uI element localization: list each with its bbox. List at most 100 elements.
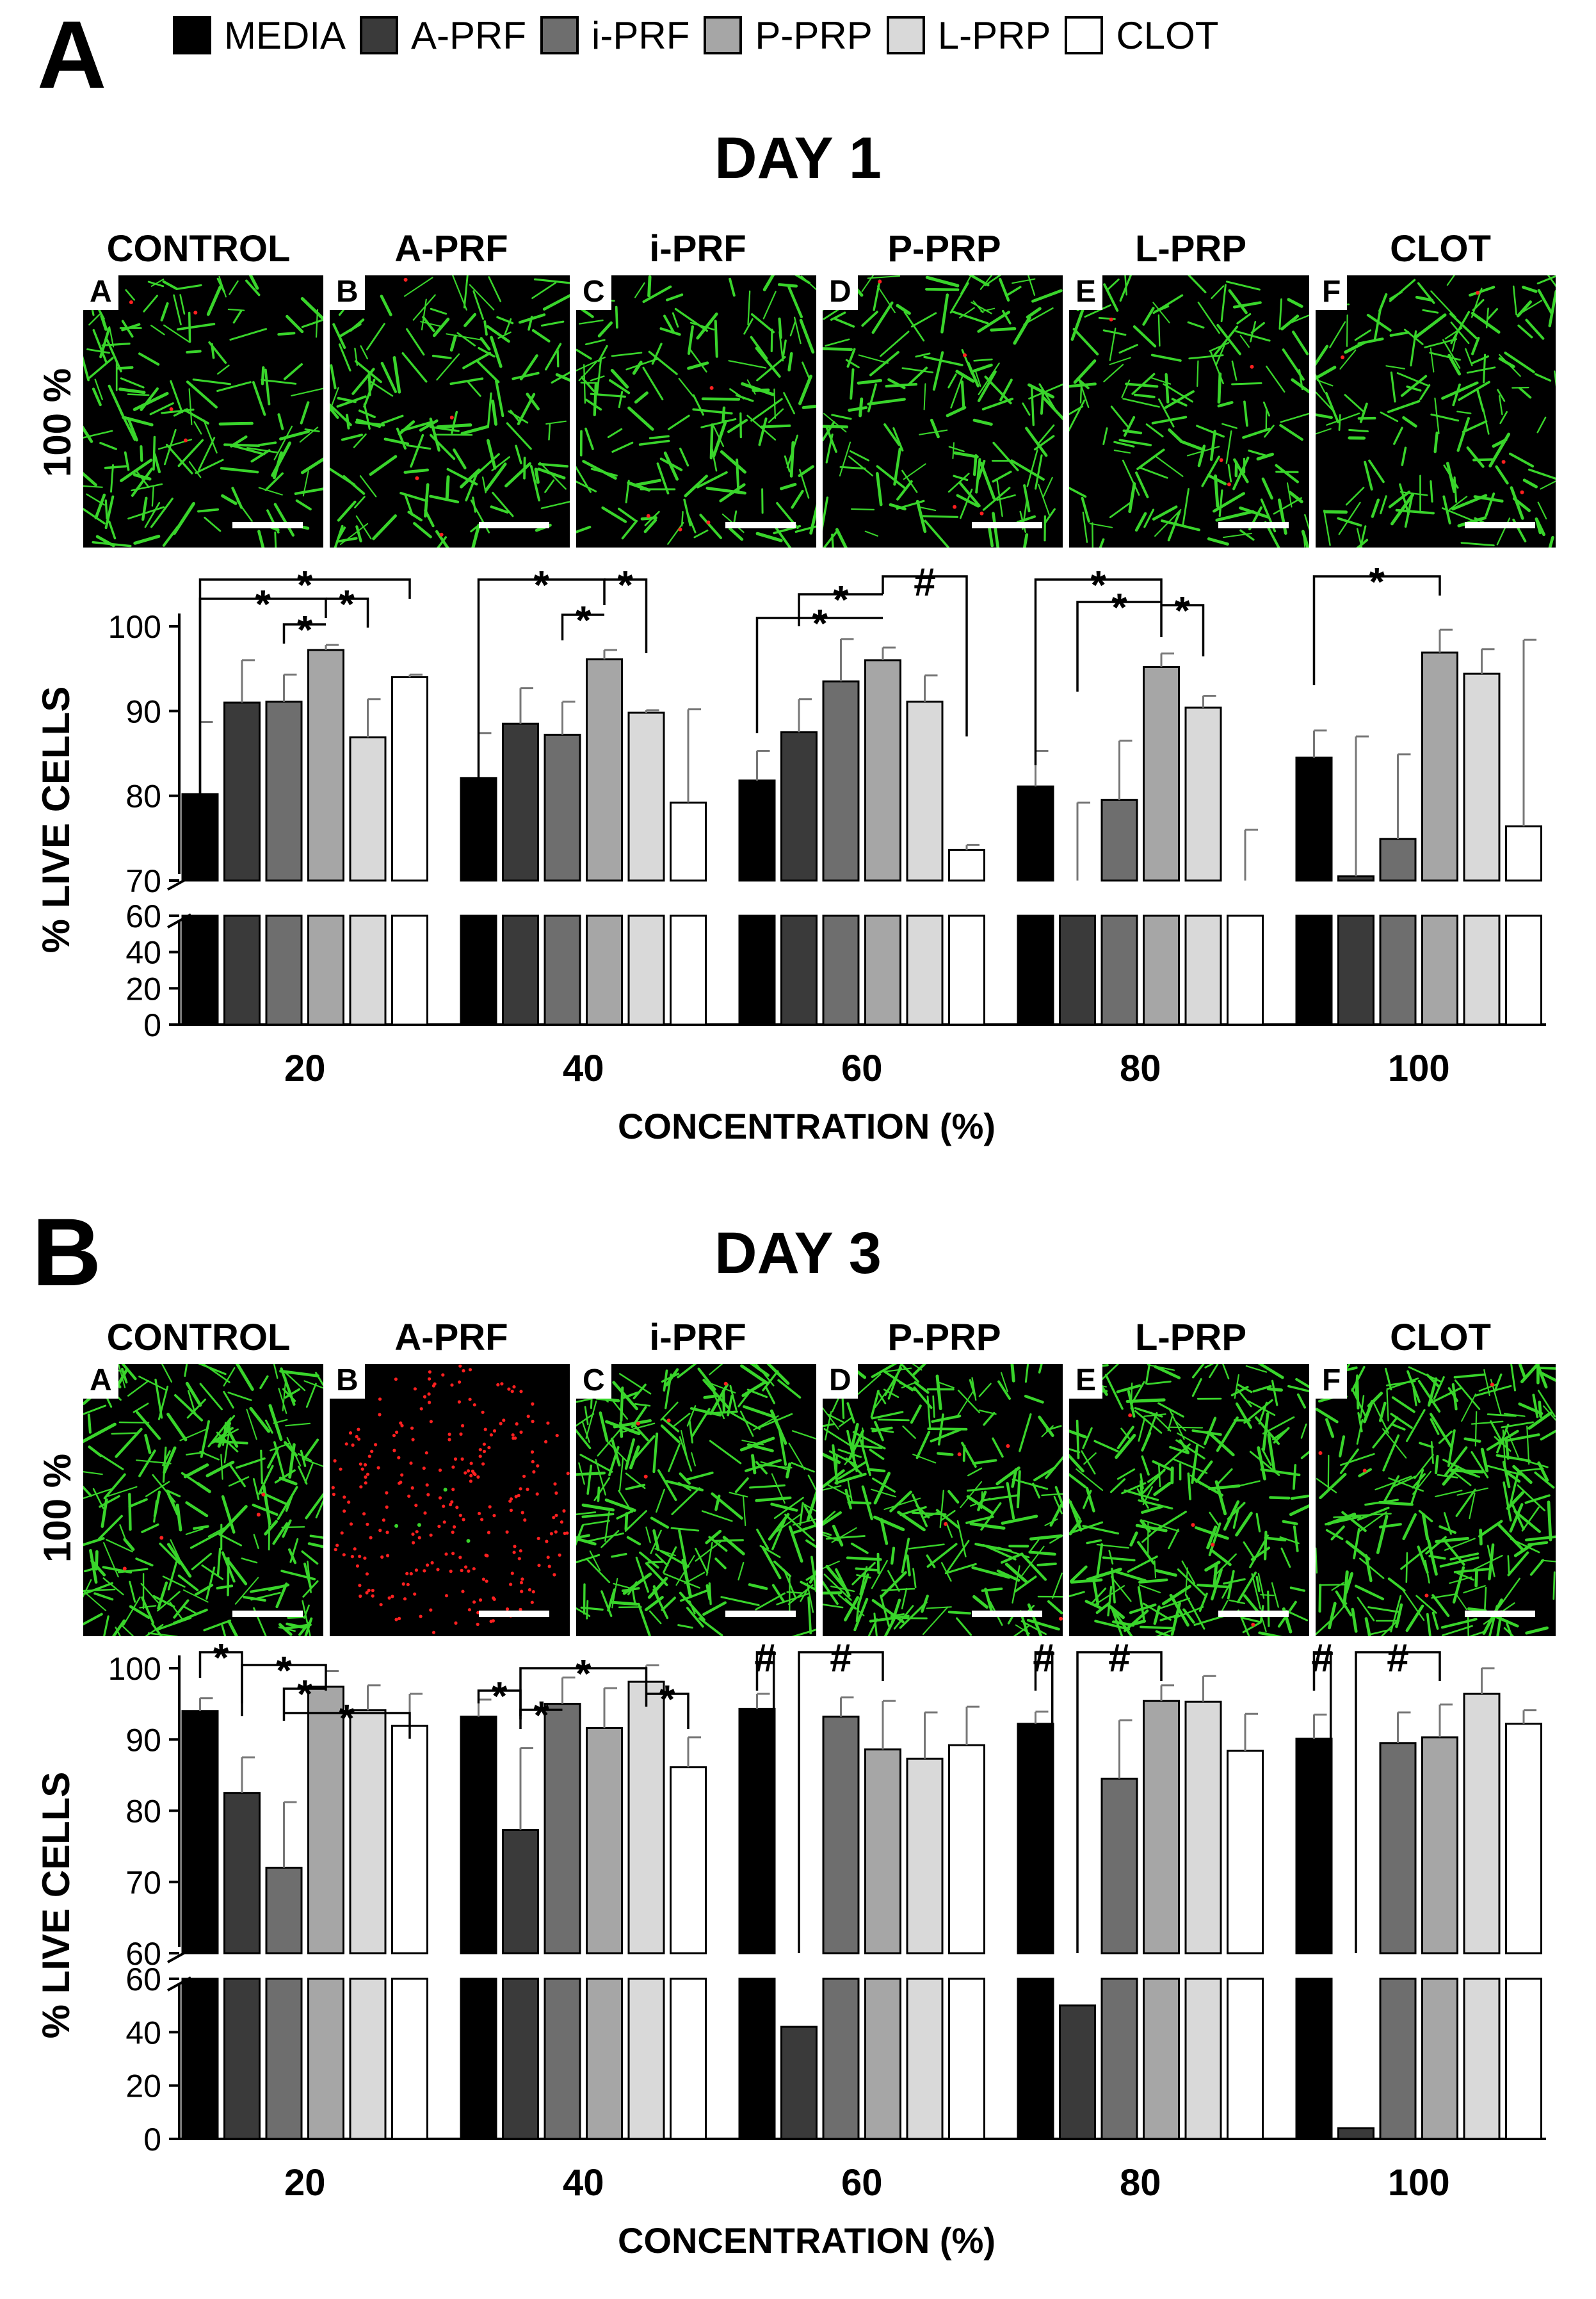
significance-bracket xyxy=(241,1664,327,1716)
bar-clot-100-upper xyxy=(1505,1723,1542,1954)
bar-clot-100-lower xyxy=(1505,1978,1542,2140)
significance-bracket xyxy=(561,613,604,640)
bar-p-prp-80-upper xyxy=(1143,1700,1180,1954)
significance-bracket xyxy=(1034,1651,1054,1947)
bar-i-prf-60-upper xyxy=(822,1716,860,1954)
bar-a-prf-20-upper xyxy=(223,701,261,882)
bar-media-100-lower xyxy=(1295,914,1333,1026)
bar-a-prf-80-lower xyxy=(1059,2004,1096,2140)
bar-i-prf-60-lower xyxy=(822,914,860,1026)
y-tick-label: 70 xyxy=(125,1865,161,1901)
bar-clot-40-lower xyxy=(670,1978,707,2140)
significance-mark: * xyxy=(297,608,313,653)
bar-i-prf-60-upper xyxy=(822,680,860,882)
legend: MEDIA A-PRF i-PRF P-PRP L-PRP CLOT xyxy=(173,6,1232,64)
bar-i-prf-40-upper xyxy=(544,1703,581,1954)
significance-mark: # xyxy=(830,1636,851,1680)
significance-bracket xyxy=(519,1667,648,1719)
scale-bar xyxy=(479,1611,549,1617)
y-tick-label: 90 xyxy=(125,1722,161,1758)
micrograph-p-prp: D xyxy=(823,1364,1063,1636)
column-title: CONTROL xyxy=(106,228,291,270)
significance-mark: * xyxy=(297,1673,313,1717)
bar-l-prp-40-upper xyxy=(627,1680,665,1954)
panel-label-b: B xyxy=(32,1198,102,1306)
legend-swatch xyxy=(886,16,925,54)
significance-bracket xyxy=(1161,604,1205,656)
bar-clot-80-lower xyxy=(1227,914,1264,1026)
significance-bracket xyxy=(198,597,327,829)
y-tick-label: 0 xyxy=(143,1007,161,1043)
micrograph-control: A xyxy=(83,275,323,548)
bar-l-prp-100-lower xyxy=(1463,1978,1501,2140)
legend-swatch xyxy=(540,16,579,54)
y-tick-label: 20 xyxy=(125,971,161,1007)
x-tick-label: 40 xyxy=(563,2162,604,2204)
y-tick-label: 20 xyxy=(125,2068,161,2104)
bar-clot-20-lower xyxy=(391,1978,428,2140)
bar-p-prp-100-lower xyxy=(1421,914,1458,1026)
bar-p-prp-40-upper xyxy=(586,658,623,882)
bar-clot-80-lower xyxy=(1227,1978,1264,2140)
scale-bar xyxy=(1465,522,1535,528)
legend-item-l-prp: L-PRP xyxy=(886,13,1051,58)
bar-media-100-upper xyxy=(1295,756,1333,882)
significance-mark: * xyxy=(576,599,592,643)
bar-media-60-lower xyxy=(738,914,776,1026)
significance-mark: * xyxy=(833,578,849,622)
legend-label: i-PRF xyxy=(592,13,690,57)
bar-l-prp-100-lower xyxy=(1463,914,1501,1026)
x-tick-label: 80 xyxy=(1120,1048,1161,1089)
significance-mark: * xyxy=(1369,560,1385,605)
y-tick-label: 60 xyxy=(125,1936,161,1972)
significance-bracket xyxy=(1312,575,1441,685)
significance-bracket xyxy=(326,597,369,628)
panel-label-a: A xyxy=(37,1,107,108)
legend-swatch xyxy=(1065,16,1104,54)
bar-l-prp-80-lower xyxy=(1184,914,1222,1026)
bar-a-prf-20-lower xyxy=(223,914,261,1026)
column-title: P-PRP xyxy=(887,228,1001,270)
legend-item-i-prf: i-PRF xyxy=(540,13,689,58)
bar-l-prp-20-lower xyxy=(349,914,387,1026)
significance-bracket xyxy=(1076,1651,1163,1953)
bar-p-prp-40-upper xyxy=(586,1726,623,1954)
significance-bracket xyxy=(646,1693,689,1729)
y-tick-label: 60 xyxy=(125,1962,161,1997)
y-tick-label: 40 xyxy=(125,2015,161,2051)
bar-p-prp-20-lower xyxy=(307,1978,344,2140)
bar-media-40-upper xyxy=(460,777,497,882)
bar-l-prp-20-upper xyxy=(349,1709,387,1954)
significance-bracket xyxy=(1312,1651,1332,1947)
bar-media-20-upper xyxy=(181,1710,219,1954)
scale-bar xyxy=(1218,522,1289,528)
y-tick-label: 80 xyxy=(125,779,161,815)
y-tick-label: 100 xyxy=(108,1651,161,1687)
significance-mark: # xyxy=(1311,1636,1333,1680)
bar-l-prp-40-lower xyxy=(627,1978,665,2140)
image-letter: F xyxy=(1316,1364,1348,1399)
bar-p-prp-100-lower xyxy=(1421,1978,1458,2140)
bar-a-prf-40-upper xyxy=(502,722,539,882)
bar-a-prf-100-upper xyxy=(1337,875,1374,882)
bar-i-prf-80-lower xyxy=(1100,1978,1138,2140)
bar-p-prp-80-upper xyxy=(1143,666,1180,882)
bar-p-prp-60-lower xyxy=(864,914,901,1026)
bar-i-prf-60-lower xyxy=(822,1978,860,2140)
significance-bracket xyxy=(282,1687,326,1721)
bar-p-prp-20-lower xyxy=(307,914,344,1026)
column-title: CLOT xyxy=(1390,1317,1491,1358)
legend-label: MEDIA xyxy=(224,13,346,57)
bar-clot-60-upper xyxy=(948,849,985,882)
significance-bracket xyxy=(1076,601,1161,692)
x-tick-label: 20 xyxy=(284,1048,326,1089)
bar-media-40-upper xyxy=(460,1716,497,1954)
scale-bar xyxy=(725,1611,796,1617)
column-title: CONTROL xyxy=(106,1317,291,1358)
bar-media-80-upper xyxy=(1017,1723,1054,1954)
significance-mark: * xyxy=(1175,589,1191,633)
bar-clot-40-upper xyxy=(670,801,707,882)
x-tick-label: 20 xyxy=(284,2162,326,2204)
bar-l-prp-20-upper xyxy=(349,736,387,882)
x-tick-label: 40 xyxy=(563,1048,604,1089)
